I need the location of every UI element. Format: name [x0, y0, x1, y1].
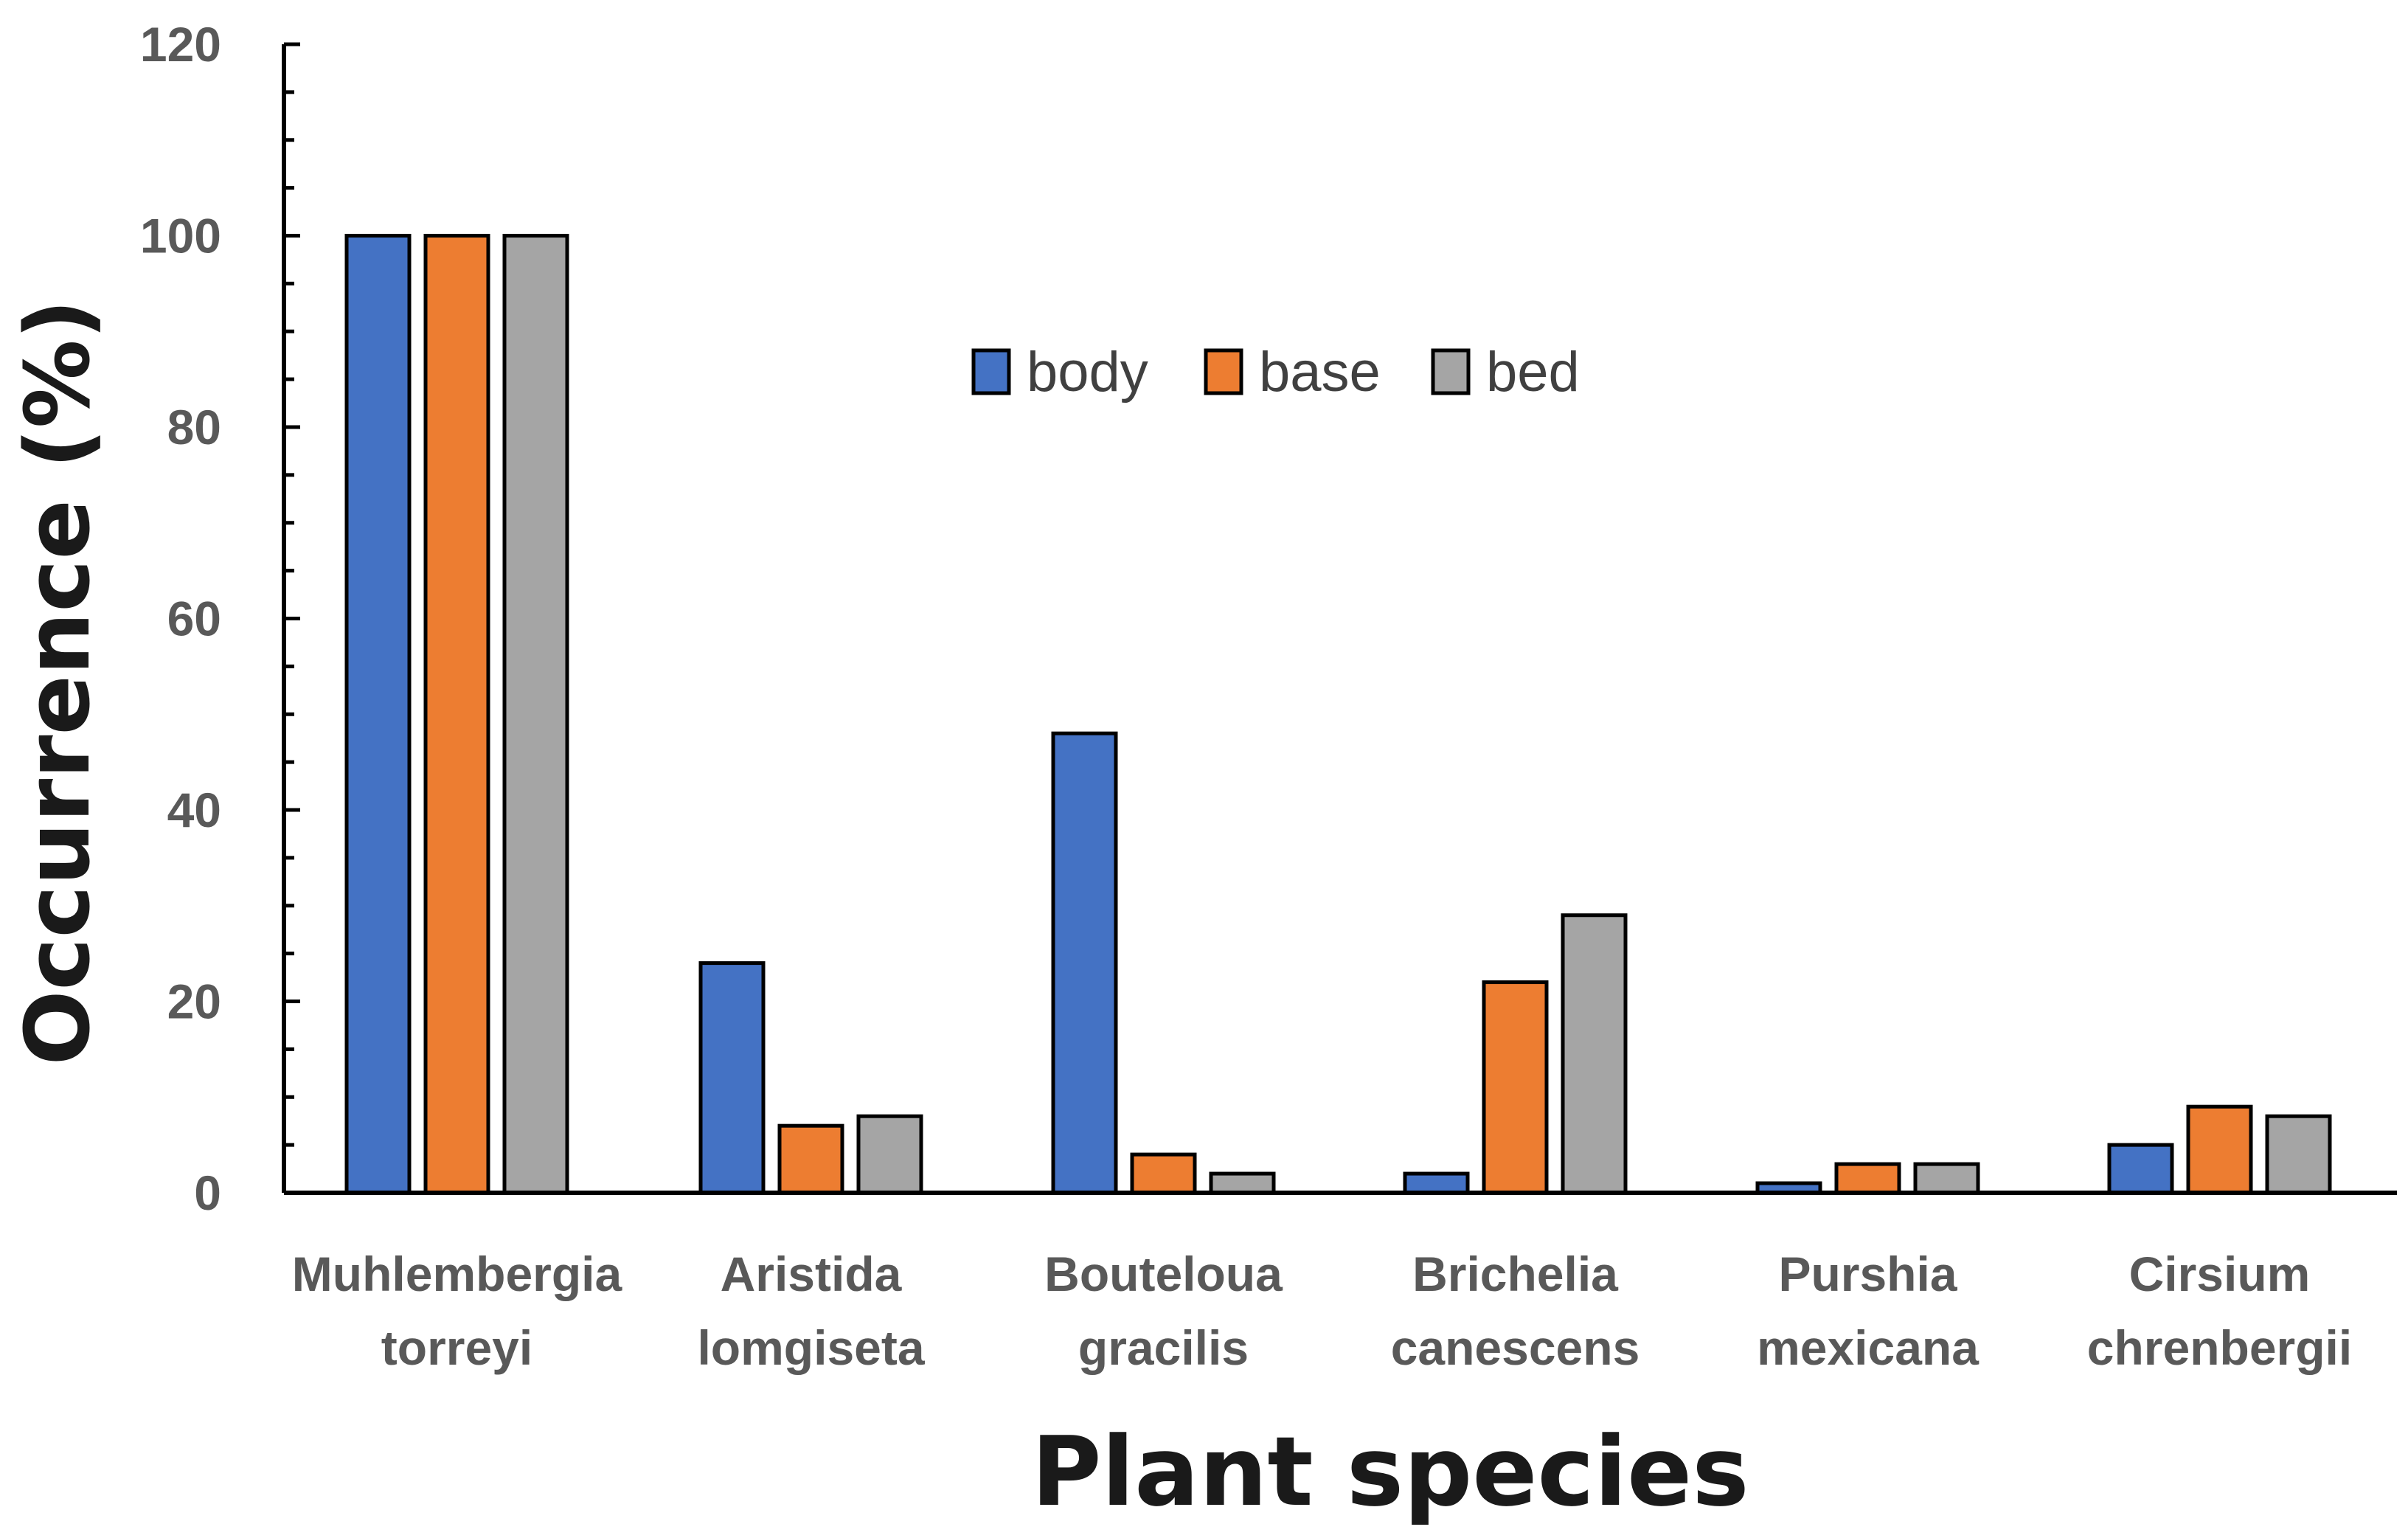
bar-body-5: [2107, 1143, 2174, 1195]
x-tick-label: Bouteloua: [1044, 1247, 1283, 1301]
x-tick-label: Cirsium: [2129, 1247, 2311, 1301]
y-tick-label: 40: [167, 783, 221, 837]
bar-body-2: [1051, 731, 1118, 1195]
bar-body-0: [344, 234, 412, 1195]
bar-base-5: [2186, 1104, 2253, 1195]
bar-base-1: [777, 1123, 844, 1195]
y-tick-label: 100: [140, 209, 221, 263]
x-tick-labels: Muhlembergia torreyi Aristida lomgiseta Bout…: [292, 1247, 2352, 1375]
y-axis-title: Occurrence (%): [7, 299, 110, 1065]
x-tick-label: Brichelia: [1412, 1247, 1619, 1301]
legend-label-bed: bed: [1486, 341, 1580, 403]
legend-label-body: body: [1027, 341, 1148, 403]
y-tick-label: 60: [167, 592, 221, 646]
y-tick-label: 120: [140, 17, 221, 72]
x-tick-label: torreyi: [381, 1320, 532, 1375]
bar-bed-3: [1561, 913, 1628, 1195]
legend-swatch-base: [1204, 348, 1243, 395]
bar-bed-1: [856, 1114, 923, 1195]
bar-base-4: [1834, 1162, 1901, 1195]
bar-body-1: [698, 961, 766, 1195]
y-tick-labels: 0 20 40 60 80 100 120: [140, 17, 221, 1220]
x-tick-label: canescens: [1391, 1320, 1640, 1375]
bar-bed-0: [502, 234, 569, 1195]
bar-base-0: [423, 234, 490, 1195]
bar-bed-4: [1913, 1162, 1980, 1195]
legend: body base bed: [971, 341, 1580, 403]
x-tick-label: mexicana: [1757, 1320, 1980, 1375]
y-axis-ticks: [284, 42, 300, 1195]
y-tick-label: 20: [167, 974, 221, 1029]
x-axis-title: Plant species: [1031, 1416, 1749, 1528]
bar-body-3: [1403, 1171, 1470, 1195]
legend-label-base: base: [1259, 341, 1381, 403]
x-tick-label: chrenbergii: [2087, 1320, 2352, 1375]
bar-bed-2: [1209, 1171, 1276, 1195]
x-tick-label: Purshia: [1778, 1247, 1957, 1301]
x-tick-label: lomgiseta: [697, 1320, 925, 1375]
y-tick-label: 0: [194, 1165, 221, 1220]
x-tick-label: Muhlembergia: [292, 1247, 623, 1301]
x-tick-label: gracilis: [1078, 1320, 1249, 1375]
x-tick-label: Aristida: [721, 1247, 903, 1301]
legend-swatch-bed: [1431, 348, 1471, 395]
bar-base-3: [1482, 980, 1549, 1195]
y-tick-label: 80: [167, 400, 221, 454]
bar-bed-5: [2265, 1114, 2332, 1195]
bar-base-2: [1130, 1152, 1197, 1195]
legend-swatch-body: [971, 348, 1011, 395]
